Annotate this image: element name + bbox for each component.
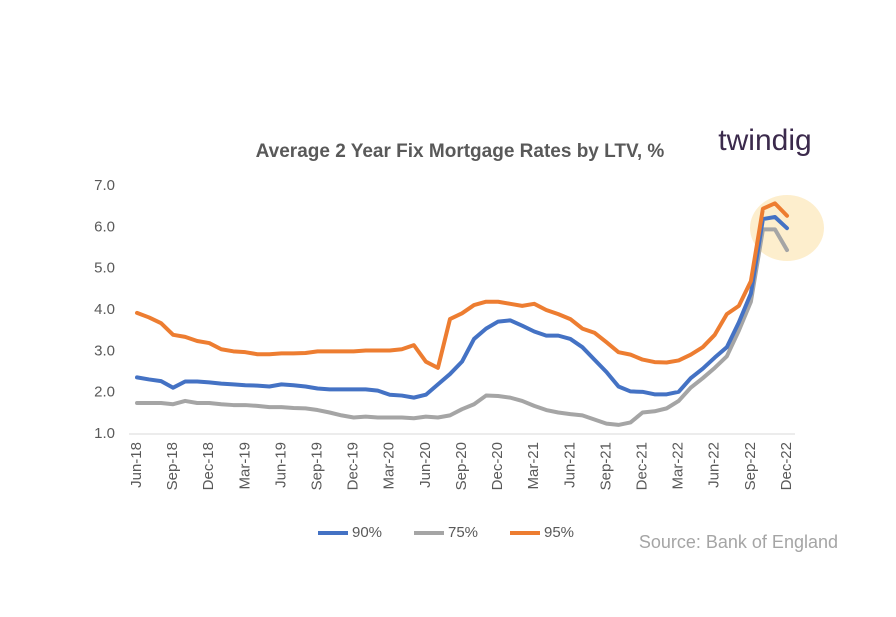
x-tick-label: Mar-22	[670, 442, 687, 490]
chart-title: Average 2 Year Fix Mortgage Rates by LTV…	[256, 141, 665, 162]
x-tick-label: Sep-19	[309, 442, 326, 490]
x-tick-label: Jun-19	[272, 442, 289, 488]
y-tick-label: 5.0	[94, 260, 115, 277]
legend-label: 75%	[448, 524, 478, 541]
x-tick-label: Mar-19	[236, 442, 253, 490]
series-line	[135, 227, 789, 427]
series-line	[135, 201, 789, 370]
x-tick-label: Jun-22	[706, 442, 723, 488]
y-tick-label: 2.0	[94, 384, 115, 401]
x-tick-label: Dec-21	[634, 442, 651, 490]
x-tick-label: Sep-18	[164, 442, 181, 490]
x-tick-label: Sep-20	[453, 442, 470, 490]
x-tick-label: Sep-21	[597, 442, 614, 490]
legend-label: 90%	[352, 524, 382, 541]
y-tick-label: 1.0	[94, 425, 115, 442]
source: Source: Bank of England	[639, 532, 838, 552]
y-tick-label: 4.0	[94, 301, 115, 318]
x-tick-label: Jun-18	[128, 442, 145, 488]
x-tick-label: Mar-20	[381, 442, 398, 490]
x-tick-label: Dec-19	[345, 442, 362, 490]
x-tick-label: Dec-20	[489, 442, 506, 490]
y-tick-label: 6.0	[94, 218, 115, 235]
x-tick-label: Jun-21	[561, 442, 578, 488]
x-tick-label: Jun-20	[417, 442, 434, 488]
legend-label: 95%	[544, 524, 574, 541]
x-tick-label: Dec-22	[778, 442, 795, 490]
brand-logo: twindig	[718, 124, 811, 157]
x-tick-label: Mar-21	[525, 442, 542, 490]
series-line	[135, 215, 789, 400]
x-tick-label: Sep-22	[742, 442, 759, 490]
y-tick-label: 7.0	[94, 177, 115, 194]
x-tick-label: Dec-18	[200, 442, 217, 490]
y-tick-label: 3.0	[94, 342, 115, 359]
